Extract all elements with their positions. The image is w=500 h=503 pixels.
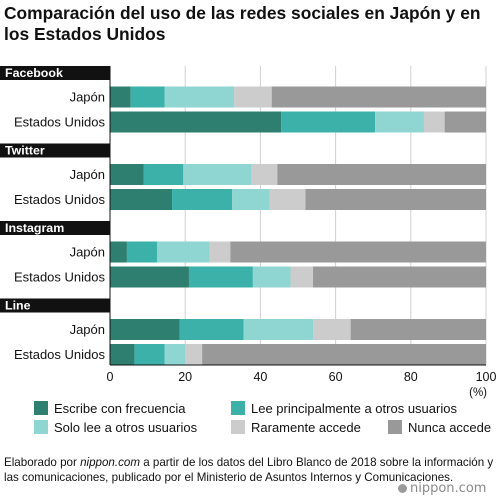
bar-segment <box>134 344 165 365</box>
bar-segment <box>202 344 486 365</box>
bar-segment <box>375 111 424 133</box>
bar-segment <box>110 241 127 263</box>
bar-segment <box>243 319 314 340</box>
bar-segment <box>234 86 272 108</box>
chart-title: Comparación del uso de las redes sociale… <box>4 3 481 44</box>
bar-segment <box>350 319 486 340</box>
bar-segment <box>230 241 486 263</box>
bar-segment <box>110 266 189 288</box>
source-post: a partir de los datos del Libro Blanco d… <box>4 456 494 484</box>
brand-logo: nippon.com <box>398 481 486 496</box>
source-link: nippon.com <box>80 456 141 469</box>
bar-segment <box>209 241 231 263</box>
bar-segment <box>130 86 165 108</box>
bar-segment <box>277 164 486 185</box>
legend-swatch <box>34 420 48 434</box>
legend-label: Nunca accede <box>408 420 491 435</box>
bar-segment <box>157 241 210 263</box>
bar-segment <box>172 189 233 210</box>
group-header-twitter: Twitter <box>5 144 45 158</box>
group-header-line: Line <box>5 299 31 313</box>
row-label: Estados Unidos <box>14 192 106 207</box>
bar-segment <box>251 164 278 185</box>
row-label: Estados Unidos <box>14 270 106 285</box>
bar-segment <box>179 319 244 340</box>
row-label: Japón <box>70 90 105 105</box>
group-header-bg-facebook <box>0 66 110 80</box>
group-header-bg-line <box>0 298 110 313</box>
bar-segment <box>110 344 135 365</box>
group-header-facebook: Facebook <box>5 66 63 80</box>
bar-segment <box>232 189 270 210</box>
bar-segment <box>290 266 314 288</box>
bar-segment <box>281 111 376 133</box>
bar-segment <box>423 111 445 133</box>
source-note: Elaborado por nippon.com a partir de los… <box>4 455 494 485</box>
brand-text: nippon.com <box>410 481 487 496</box>
legend-label: Lee principalmente a otros usuarios <box>251 401 457 416</box>
x-tick-label-20: 20 <box>178 370 192 384</box>
bar-segment <box>183 164 251 185</box>
bar-segment <box>110 164 144 185</box>
x-tick-label-80: 80 <box>404 370 418 384</box>
legend-label: Solo lee a otros usuarios <box>54 420 198 435</box>
bar-segment <box>110 86 131 108</box>
row-label: Japón <box>70 245 105 260</box>
group-header-bg-instagram <box>0 221 110 235</box>
brand-dot-icon <box>398 484 407 493</box>
x-tick-label-60: 60 <box>329 370 343 384</box>
source-pre: Elaborado por <box>4 456 81 469</box>
row-label: Japón <box>70 322 105 337</box>
bar-segment <box>313 266 486 288</box>
bar-segment <box>143 164 184 185</box>
legend-swatch <box>34 401 48 415</box>
bar-segment <box>444 111 486 133</box>
bar-segment <box>271 86 486 108</box>
bar-segment <box>188 266 253 288</box>
group-header-instagram: Instagram <box>5 221 64 235</box>
legend-swatch <box>388 420 402 434</box>
bar-segment <box>110 111 282 133</box>
x-tick-label-100: 100 <box>476 370 497 384</box>
legend-label: Escribe con frecuencia <box>54 401 186 416</box>
bar-segment <box>252 266 291 288</box>
bar-segment <box>164 86 235 108</box>
bar-segment <box>185 344 203 365</box>
legend-swatch <box>231 401 245 415</box>
bar-segment <box>110 189 173 210</box>
bar-segment <box>126 241 157 263</box>
row-label: Japón <box>70 167 105 182</box>
bar-segment <box>313 319 351 340</box>
stacked-bar-chart: Facebook Japón Estados Unidos Twitter Japón E… <box>0 66 497 435</box>
bar-segment <box>164 344 186 365</box>
bar-segment <box>305 189 486 210</box>
row-label: Estados Unidos <box>14 115 106 130</box>
x-tick-label-0: 0 <box>107 370 114 384</box>
x-unit-label: (%) <box>469 387 487 399</box>
legend-label: Raramente accede <box>251 420 361 435</box>
bar-segment <box>269 189 306 210</box>
bar-segment <box>110 319 180 340</box>
group-header-bg-twitter <box>0 143 110 158</box>
x-tick-label-40: 40 <box>253 370 267 384</box>
legend-swatch <box>231 420 245 434</box>
row-label: Estados Unidos <box>14 347 106 362</box>
